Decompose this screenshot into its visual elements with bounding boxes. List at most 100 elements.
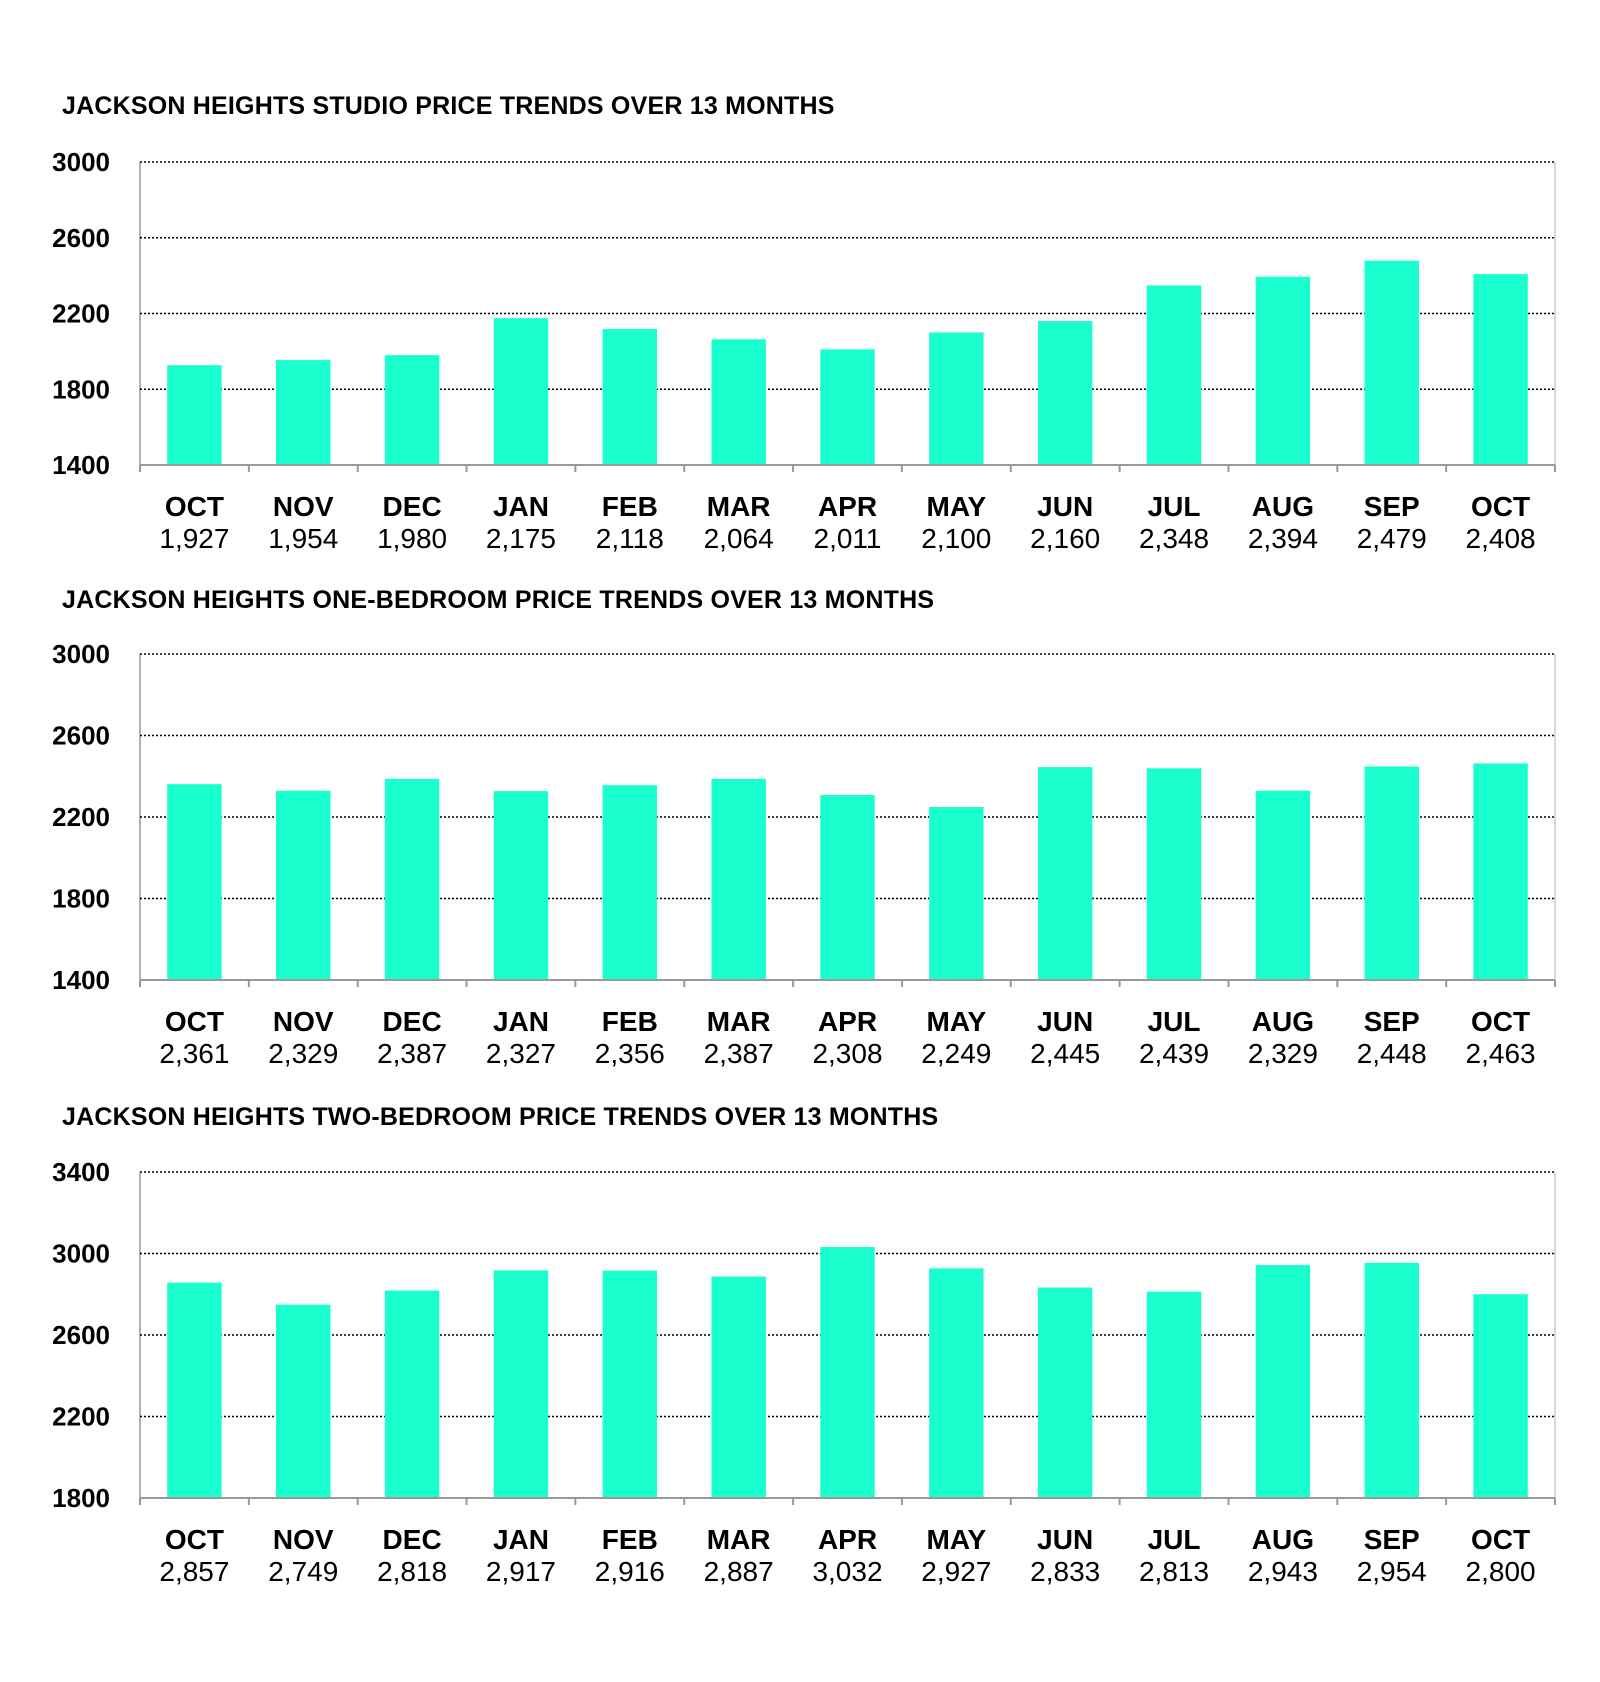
bar-jun: [1037, 1287, 1093, 1498]
x-value-label: 1,927: [159, 523, 229, 554]
x-value-label: 2,011: [814, 523, 882, 554]
x-category-label: MAR: [707, 1524, 771, 1555]
x-category-label: JUN: [1037, 1524, 1093, 1555]
x-value-label: 2,387: [704, 1038, 774, 1069]
x-value-label: 2,833: [1030, 1556, 1100, 1587]
x-category-label: APR: [818, 491, 877, 522]
x-value-label: 2,818: [377, 1556, 447, 1587]
x-value-label: 2,175: [486, 523, 556, 554]
y-tick-label: 2600: [52, 1320, 110, 1350]
x-value-label: 2,356: [595, 1038, 665, 1069]
bar-nov: [276, 360, 331, 465]
bar-dec: [384, 778, 440, 980]
bar-jun: [1037, 321, 1093, 465]
x-value-label: 2,927: [921, 1556, 991, 1587]
bar-apr: [820, 794, 875, 980]
x-category-label: JUN: [1037, 491, 1093, 522]
bar-feb: [602, 785, 658, 980]
bar-jan: [493, 1270, 549, 1498]
x-value-label: 2,329: [1248, 1038, 1318, 1069]
bar-feb: [602, 329, 658, 465]
x-category-label: MAR: [707, 1006, 771, 1037]
x-value-label: 2,439: [1139, 1038, 1209, 1069]
x-value-label: 2,917: [486, 1556, 556, 1587]
x-category-label: SEP: [1364, 1006, 1420, 1037]
y-tick-label: 2200: [52, 802, 110, 832]
y-tick-label: 1400: [52, 965, 110, 995]
x-category-label: DEC: [383, 1006, 442, 1037]
bar-oct: [1473, 274, 1528, 465]
x-value-label: 2,308: [812, 1038, 882, 1069]
x-category-label: AUG: [1252, 1524, 1314, 1555]
x-value-label: 2,387: [377, 1038, 447, 1069]
x-category-label: NOV: [273, 1006, 334, 1037]
bar-oct: [167, 365, 222, 465]
x-value-label: 2,100: [921, 523, 991, 554]
y-tick-label: 3000: [52, 1239, 110, 1269]
x-category-label: FEB: [602, 1524, 658, 1555]
x-category-label: OCT: [1471, 1524, 1530, 1555]
y-tick-label: 1400: [52, 450, 110, 480]
x-category-label: MAY: [927, 1006, 987, 1037]
y-tick-label: 2200: [52, 299, 110, 329]
bar-jan: [493, 791, 549, 980]
bar-jun: [1037, 767, 1093, 980]
y-tick-label: 3400: [52, 1157, 110, 1187]
x-category-label: OCT: [165, 491, 224, 522]
x-category-label: AUG: [1252, 1006, 1314, 1037]
x-value-label: 2,361: [159, 1038, 229, 1069]
x-value-label: 1,954: [268, 523, 338, 554]
x-category-label: OCT: [165, 1006, 224, 1037]
bar-nov: [276, 1304, 331, 1498]
x-value-label: 2,813: [1139, 1556, 1209, 1587]
x-category-label: JUN: [1037, 1006, 1093, 1037]
x-category-label: SEP: [1364, 1524, 1420, 1555]
x-value-label: 2,857: [159, 1556, 229, 1587]
bar-oct: [167, 1282, 222, 1498]
two-bedroom-bar-chart: 18002200260030003400OCT2,857NOV2,749DEC2…: [52, 1157, 1556, 1587]
x-category-label: OCT: [1471, 491, 1530, 522]
x-value-label: 2,916: [595, 1556, 665, 1587]
x-category-label: DEC: [383, 491, 442, 522]
x-value-label: 2,160: [1030, 523, 1100, 554]
bar-sep: [1364, 766, 1419, 980]
bar-may: [929, 332, 984, 465]
x-value-label: 2,463: [1466, 1038, 1536, 1069]
x-value-label: 2,118: [596, 523, 664, 554]
bar-feb: [602, 1270, 658, 1498]
bar-oct: [167, 784, 222, 980]
y-tick-label: 2600: [52, 223, 110, 253]
bar-nov: [276, 790, 331, 980]
y-tick-label: 3000: [52, 147, 110, 177]
bar-sep: [1364, 260, 1419, 465]
x-category-label: JUL: [1148, 491, 1201, 522]
y-tick-label: 3000: [52, 639, 110, 669]
x-category-label: APR: [818, 1006, 877, 1037]
y-tick-label: 2200: [52, 1402, 110, 1432]
x-value-label: 2,749: [268, 1556, 338, 1587]
x-category-label: OCT: [165, 1524, 224, 1555]
x-value-label: 2,954: [1357, 1556, 1427, 1587]
one-bedroom-bar-chart: 14001800220026003000OCT2,361NOV2,329DEC2…: [52, 639, 1556, 1069]
x-value-label: 1,980: [377, 523, 447, 554]
x-value-label: 2,479: [1357, 523, 1427, 554]
bar-jul: [1146, 768, 1202, 980]
x-category-label: MAR: [707, 491, 771, 522]
x-value-label: 2,348: [1139, 523, 1209, 554]
studio-chart-panel: JACKSON HEIGHTS STUDIO PRICE TRENDS OVER…: [0, 92, 1600, 562]
bar-oct: [1473, 763, 1528, 980]
x-value-label: 2,445: [1030, 1038, 1100, 1069]
x-category-label: NOV: [273, 491, 334, 522]
x-value-label: 3,032: [812, 1556, 882, 1587]
bar-apr: [820, 349, 875, 465]
bar-dec: [384, 1290, 440, 1498]
two-bedroom-chart-panel: JACKSON HEIGHTS TWO-BEDROOM PRICE TRENDS…: [0, 1103, 1600, 1603]
x-category-label: NOV: [273, 1524, 334, 1555]
x-value-label: 2,887: [704, 1556, 774, 1587]
x-category-label: OCT: [1471, 1006, 1530, 1037]
bar-may: [929, 1268, 984, 1498]
bar-jul: [1146, 1291, 1202, 1498]
x-category-label: MAY: [927, 1524, 987, 1555]
x-category-label: FEB: [602, 491, 658, 522]
bar-jan: [493, 318, 549, 465]
